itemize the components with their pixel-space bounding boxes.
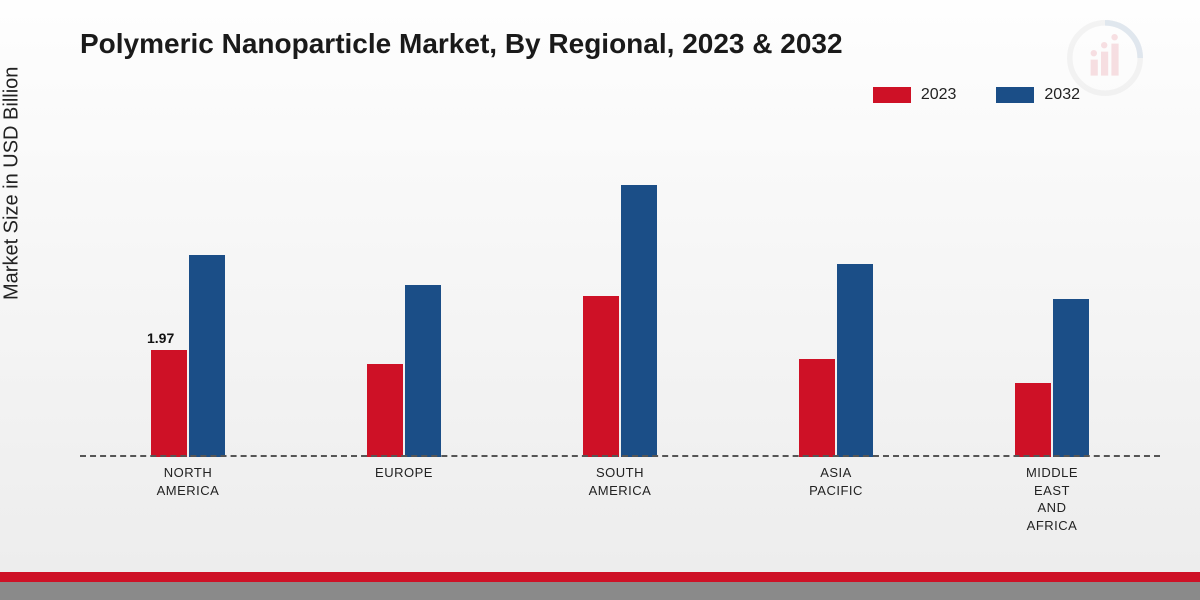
legend-label-2032: 2032 [1044,86,1080,104]
group-south-america [583,185,657,458]
bar-2023-europe [367,364,403,457]
group-middle-east-africa [1015,299,1089,457]
xlabel-europe: EUROPE [359,464,449,544]
plot-area: 1.97 [80,130,1160,457]
legend-swatch-2032 [996,87,1034,103]
y-axis-label: Market Size in USD Billion [1,67,24,300]
legend-swatch-2023 [873,87,911,103]
footer-accent-bar [0,572,1200,582]
xlabel-south-america: SOUTHAMERICA [575,464,665,544]
bar-2023-north-america [151,350,187,457]
x-axis-labels: NORTHAMERICA EUROPE SOUTHAMERICA ASIAPAC… [80,464,1160,544]
chart-title: Polymeric Nanoparticle Market, By Region… [80,28,843,60]
legend: 2023 2032 [873,86,1080,104]
xlabel-north-america: NORTHAMERICA [143,464,233,544]
footer-grey-bar [0,582,1200,600]
group-asia-pacific [799,264,873,458]
legend-item-2032: 2032 [996,86,1080,104]
legend-item-2023: 2023 [873,86,957,104]
chart-container: Polymeric Nanoparticle Market, By Region… [0,0,1200,572]
bar-value-label: 1.97 [147,330,174,346]
bar-2032-middle-east-africa [1053,299,1089,457]
xlabel-asia-pacific: ASIAPACIFIC [791,464,881,544]
bar-2032-south-america [621,185,657,458]
bar-2032-asia-pacific [837,264,873,458]
bar-2023-south-america [583,296,619,457]
baseline [80,455,1160,457]
legend-label-2023: 2023 [921,86,957,104]
group-north-america: 1.97 [151,255,225,457]
bar-groups: 1.97 [80,130,1160,457]
bar-2032-north-america [189,255,225,457]
bar-2032-europe [405,285,441,457]
bar-2023-middle-east-africa [1015,383,1051,457]
xlabel-middle-east-africa: MIDDLEEASTANDAFRICA [1007,464,1097,544]
group-europe [367,285,441,457]
bar-2023-asia-pacific [799,359,835,457]
